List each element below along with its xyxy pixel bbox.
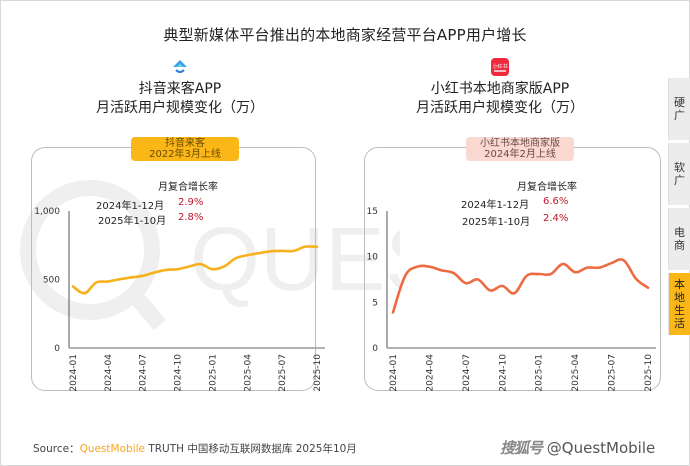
side-tab-char: 软 [674, 161, 685, 174]
source-brand: QuestMobile [79, 443, 145, 455]
side-tab-char: 生 [674, 304, 685, 317]
xhs-y-tick-label: 10 [367, 253, 379, 263]
xhs-growth-label-2024: 2024年1-12月 [461, 200, 530, 211]
xhs-growth-value-2024: 6.6% [543, 196, 569, 207]
xhs-x-tick-label: 2024-04 [425, 354, 435, 392]
douyin-growth-value-2024: 2.9% [178, 197, 204, 208]
xhs-launch-badge: 小红书本地商家版 2024年2月上线 [466, 137, 574, 161]
douyin-header: 抖音来客APP 月活跃用户规模变化（万） [60, 58, 300, 118]
douyin-growth-label-2024: 2024年1-12月 [96, 201, 165, 212]
xhs-y-tick-label: 0 [372, 344, 378, 354]
sohu-watermark: 搜狐号 @QuestMobile [500, 437, 655, 458]
side-tab-char: 地 [674, 291, 685, 304]
watermark-platform: 搜狐号 [500, 439, 543, 457]
xhs-icon-text: 小红书 [492, 63, 507, 70]
douyin-x-tick-label: 2025-01 [208, 354, 218, 392]
xhs-growth-label-2025: 2025年1-10月 [462, 217, 531, 228]
douyin-x-tick-label: 2024-10 [174, 354, 184, 392]
source-detail: TRUTH 中国移动互联网数据库 2025年10月 [145, 443, 357, 455]
xhs-chart-subtitle: 月活跃用户规模变化（万） [416, 100, 584, 116]
xhs-series-line [391, 258, 650, 314]
douyin-x-tick-label: 2025-07 [278, 354, 288, 392]
side-tab-1[interactable]: 软广 [668, 143, 690, 205]
douyin-y-tick-label: 500 [43, 276, 60, 286]
questmobile-watermark-logo-icon: QUES [20, 180, 400, 331]
page-title: 典型新媒体平台推出的本地商家经营平台APP用户增长 [163, 26, 527, 44]
xiaohongshu-logo-icon: 小红书 [491, 58, 509, 76]
douyin-laike-logo-icon [173, 60, 187, 73]
side-tab-char: 硬 [674, 96, 685, 109]
xhs-growth-title: 月复合增长率 [517, 182, 577, 193]
douyin-x-tick-label: 2024-04 [104, 354, 114, 392]
side-tab-0[interactable]: 硬广 [668, 78, 690, 140]
douyin-app-name: 抖音来客APP [138, 81, 222, 97]
douyin-badge-date: 2022年3月上线 [149, 149, 221, 160]
side-tab-char: 商 [674, 239, 685, 252]
side-tab-char: 活 [674, 317, 685, 330]
douyin-x-tick-label: 2024-01 [69, 354, 79, 392]
douyin-growth-label-2025: 2025年1-10月 [98, 216, 167, 227]
xhs-x-tick-label: 2025-10 [644, 354, 654, 392]
side-tab-char: 本 [674, 278, 685, 291]
xhs-badge-name: 小红书本地商家版 [480, 138, 560, 149]
xhs-x-tick-label: 2024-10 [498, 354, 508, 392]
xhs-growth-value-2025: 2.4% [543, 213, 569, 224]
xhs-x-tick-label: 2025-01 [535, 354, 545, 392]
source-prefix: Source： [33, 443, 80, 455]
side-tab-char: 电 [674, 226, 685, 239]
douyin-chart-subtitle: 月活跃用户规模变化（万） [96, 100, 264, 116]
xhs-x-tick-label: 2024-07 [462, 354, 472, 392]
side-tab-char: 广 [674, 109, 685, 122]
douyin-y-tick-label: 1,000 [34, 207, 60, 217]
douyin-y-tick-label: 0 [54, 344, 60, 354]
side-tab-char: 广 [674, 174, 685, 187]
douyin-badge-name: 抖音来客 [165, 138, 205, 149]
douyin-growth-title: 月复合增长率 [158, 182, 218, 193]
douyin-x-tick-label: 2024-07 [139, 354, 149, 392]
douyin-launch-badge: 抖音来客 2022年3月上线 [131, 137, 239, 161]
svg-text:QUES: QUES [190, 210, 400, 310]
douyin-x-tick-label: 2025-04 [243, 354, 253, 392]
douyin-series-line [71, 245, 319, 295]
douyin-growth-value-2025: 2.8% [178, 212, 204, 223]
source-note: Source：QuestMobile TRUTH 中国移动互联网数据库 2025… [33, 441, 357, 456]
category-side-tabs: 硬广软广电商本地生活 [668, 78, 690, 338]
douyin-x-tick-label: 2025-10 [313, 354, 323, 392]
xhs-app-name: 小红书本地商家版APP [430, 81, 570, 97]
side-tab-2[interactable]: 电商 [668, 208, 690, 270]
xhs-y-tick-label: 5 [372, 298, 378, 308]
xhs-x-tick-label: 2024-01 [389, 354, 399, 392]
side-tab-3[interactable]: 本地生活 [668, 273, 690, 335]
xhs-badge-date: 2024年2月上线 [484, 149, 556, 160]
xhs-y-tick-label: 15 [367, 207, 378, 217]
watermark-handle: @QuestMobile [546, 439, 656, 457]
xhs-header: 小红书 小红书本地商家版APP 月活跃用户规模变化（万） [380, 58, 620, 118]
xhs-x-tick-label: 2025-04 [571, 354, 581, 392]
xhs-x-tick-label: 2025-07 [608, 354, 618, 392]
